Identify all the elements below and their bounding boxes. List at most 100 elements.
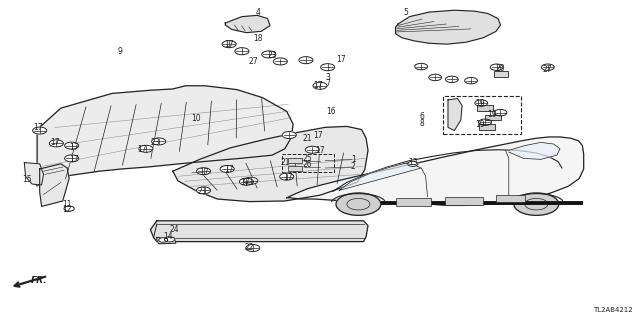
Circle shape xyxy=(494,109,507,116)
FancyBboxPatch shape xyxy=(288,166,302,171)
Text: 18: 18 xyxy=(253,34,262,43)
Text: 19: 19 xyxy=(475,100,484,108)
Text: 25: 25 xyxy=(302,154,312,163)
Circle shape xyxy=(429,74,442,81)
Text: 1: 1 xyxy=(351,156,355,164)
Text: 6: 6 xyxy=(419,112,424,121)
Text: 3: 3 xyxy=(325,73,330,82)
Polygon shape xyxy=(24,163,44,185)
Text: 16: 16 xyxy=(326,107,336,116)
Polygon shape xyxy=(396,10,500,44)
Circle shape xyxy=(313,82,327,89)
Polygon shape xyxy=(509,142,560,159)
Circle shape xyxy=(475,100,488,106)
Circle shape xyxy=(246,244,260,252)
Circle shape xyxy=(65,155,79,162)
Text: 14: 14 xyxy=(163,232,173,241)
Text: 23: 23 xyxy=(268,51,277,60)
Text: 11: 11 xyxy=(63,200,72,209)
Text: 17: 17 xyxy=(315,146,324,155)
Circle shape xyxy=(64,206,74,211)
Circle shape xyxy=(159,238,168,242)
Polygon shape xyxy=(37,86,293,186)
Circle shape xyxy=(514,193,559,215)
FancyBboxPatch shape xyxy=(477,105,493,111)
Circle shape xyxy=(282,132,296,139)
Text: 27: 27 xyxy=(248,57,258,66)
Text: 17: 17 xyxy=(200,168,209,177)
Text: 23: 23 xyxy=(150,138,160,147)
Circle shape xyxy=(196,168,211,175)
Circle shape xyxy=(139,145,153,152)
Circle shape xyxy=(445,76,458,83)
Text: 5: 5 xyxy=(403,8,408,17)
Text: 2: 2 xyxy=(351,162,355,171)
Polygon shape xyxy=(173,126,368,202)
Text: 22: 22 xyxy=(244,243,254,252)
Text: 20: 20 xyxy=(496,64,506,73)
Circle shape xyxy=(408,161,418,166)
Circle shape xyxy=(33,127,47,134)
Text: 17: 17 xyxy=(50,138,60,147)
Text: 27: 27 xyxy=(543,65,552,74)
Text: 21: 21 xyxy=(280,158,290,167)
Text: 21: 21 xyxy=(302,134,312,143)
Text: 17: 17 xyxy=(69,155,79,164)
FancyBboxPatch shape xyxy=(485,115,501,120)
Circle shape xyxy=(305,146,319,153)
Text: 10: 10 xyxy=(191,114,200,123)
Circle shape xyxy=(65,142,79,149)
Circle shape xyxy=(273,58,287,65)
Circle shape xyxy=(262,51,276,58)
Text: 24: 24 xyxy=(170,225,179,234)
Circle shape xyxy=(299,57,313,64)
Text: TL2AB4212: TL2AB4212 xyxy=(593,307,632,313)
FancyBboxPatch shape xyxy=(479,124,495,130)
Text: 17: 17 xyxy=(224,40,234,49)
Circle shape xyxy=(235,48,249,55)
Text: 7: 7 xyxy=(325,79,330,88)
Polygon shape xyxy=(339,163,421,190)
Polygon shape xyxy=(448,99,462,131)
FancyBboxPatch shape xyxy=(396,198,431,206)
Circle shape xyxy=(239,178,253,185)
Circle shape xyxy=(280,173,294,180)
FancyBboxPatch shape xyxy=(494,71,508,77)
Circle shape xyxy=(164,237,175,242)
Circle shape xyxy=(415,63,428,70)
Text: 26: 26 xyxy=(302,160,312,169)
Text: 15: 15 xyxy=(22,175,32,184)
Circle shape xyxy=(244,177,258,184)
Text: 19: 19 xyxy=(475,120,484,129)
Circle shape xyxy=(336,193,381,215)
Circle shape xyxy=(49,140,63,147)
Text: 17: 17 xyxy=(224,165,234,174)
Polygon shape xyxy=(150,221,368,242)
Text: 17: 17 xyxy=(240,178,250,187)
Polygon shape xyxy=(157,237,176,244)
Polygon shape xyxy=(287,137,584,205)
Text: FR.: FR. xyxy=(31,276,47,285)
Circle shape xyxy=(220,165,234,172)
Text: 23: 23 xyxy=(197,187,207,196)
Circle shape xyxy=(465,77,477,84)
Circle shape xyxy=(196,187,211,194)
Text: 8: 8 xyxy=(419,119,424,128)
Text: 19: 19 xyxy=(488,110,497,119)
Text: 12: 12 xyxy=(63,205,72,214)
Text: 17: 17 xyxy=(336,55,346,64)
Circle shape xyxy=(222,41,236,48)
Circle shape xyxy=(479,119,492,125)
FancyBboxPatch shape xyxy=(496,195,525,202)
Polygon shape xyxy=(225,15,270,33)
Text: 17: 17 xyxy=(138,145,147,154)
Text: 17: 17 xyxy=(33,123,43,132)
Circle shape xyxy=(541,64,554,70)
Circle shape xyxy=(152,138,166,145)
Text: 13: 13 xyxy=(408,158,418,167)
Text: 4: 4 xyxy=(255,8,260,17)
Text: 17: 17 xyxy=(314,132,323,140)
Circle shape xyxy=(490,64,503,70)
FancyBboxPatch shape xyxy=(288,158,302,163)
Text: 17: 17 xyxy=(69,143,79,152)
